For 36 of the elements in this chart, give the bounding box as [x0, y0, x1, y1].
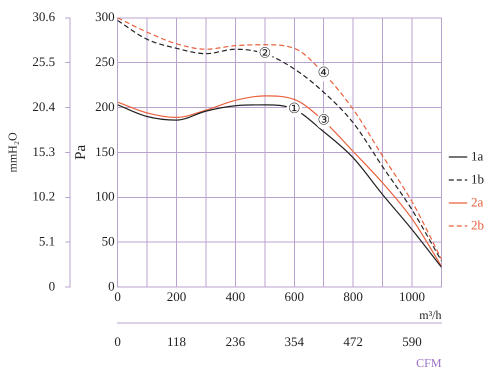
y-tick-label: 250: [95, 54, 115, 70]
annotation: ③: [317, 112, 330, 129]
x-tick-label: 600: [284, 289, 304, 304]
legend-label: 1b: [471, 171, 484, 186]
x2-axis-title: CFM: [416, 356, 442, 370]
y2-tick-label: 25.5: [32, 54, 56, 70]
y-tick-label: 150: [95, 144, 115, 159]
y2-tick-label: 10.2: [32, 188, 56, 204]
annotation: ②: [258, 45, 272, 62]
y-tick-label: 100: [95, 188, 115, 204]
x2-tick-label: 354: [284, 334, 305, 350]
y2-tick-label: 15.3: [32, 144, 56, 159]
x2-tick-label: 472: [343, 334, 363, 350]
x-tick-label: 200: [166, 289, 186, 304]
x2-tick-label: 590: [402, 334, 422, 350]
y-tick-label: 50: [102, 234, 115, 249]
annotation: ①: [288, 100, 301, 117]
y2-tick-label: 0: [48, 278, 56, 294]
x-tick-label: 800: [343, 289, 363, 304]
y-tick-label: 300: [95, 9, 115, 24]
annotation: ④: [317, 65, 330, 82]
x2-tick-label: 118: [167, 334, 186, 350]
x2-tick-label: 236: [226, 334, 246, 350]
y2-tick-label: 20.4: [32, 98, 56, 114]
legend-label: 2a: [471, 194, 484, 210]
y-tick-label: 200: [95, 98, 115, 114]
y-tick-label: 0: [108, 278, 115, 294]
legend-label: 2b: [471, 217, 484, 232]
y2-tick-label: 30.6: [32, 9, 56, 24]
legend-label: 1a: [471, 148, 484, 164]
x-tick-label: 400: [226, 289, 246, 304]
y2-tick-label: 5.1: [38, 234, 56, 249]
y2-axis-title: mmH₂O: [5, 132, 20, 172]
x-tick-label: 1000: [399, 289, 426, 304]
x-axis-title: m³/h: [419, 308, 442, 322]
y-axis-title: Pa: [73, 144, 90, 160]
